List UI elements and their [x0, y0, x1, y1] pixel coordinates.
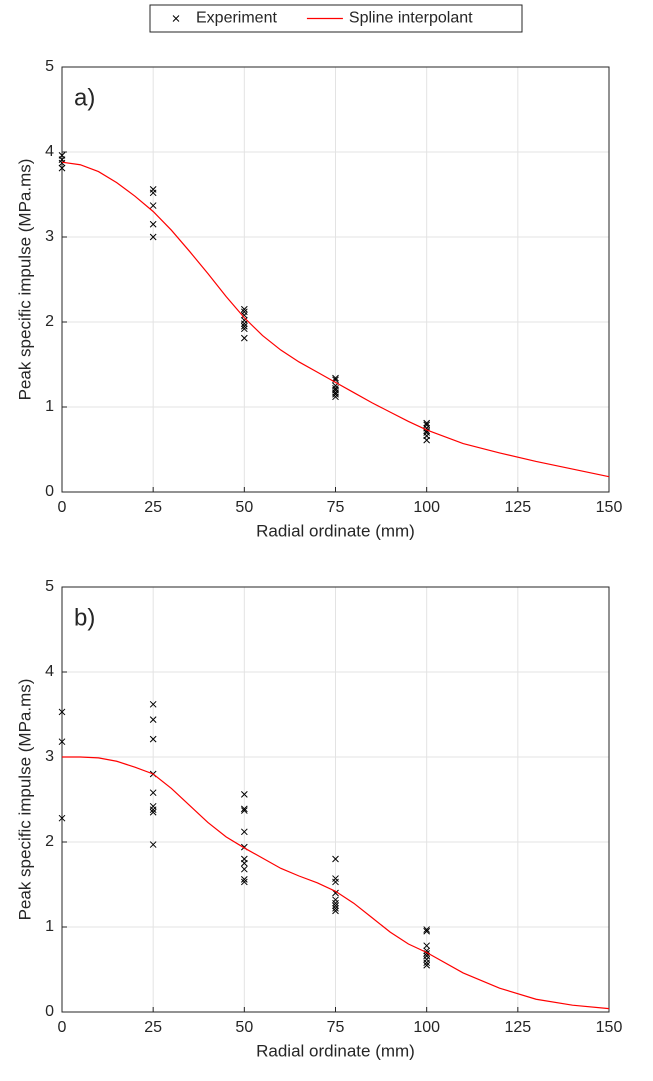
marker [149, 808, 157, 816]
marker [149, 700, 157, 708]
marker [240, 320, 248, 328]
x-tick-label: 25 [144, 499, 162, 516]
marker [332, 899, 339, 907]
marker [423, 959, 431, 967]
y-tick-label: 4 [45, 143, 54, 160]
x-tick-label: 125 [504, 499, 531, 516]
marker [58, 814, 66, 822]
marker [332, 902, 339, 910]
marker [332, 904, 339, 912]
marker [58, 159, 66, 167]
y-tick-label: 3 [45, 748, 54, 765]
y-tick-label: 0 [45, 1003, 54, 1020]
marker [240, 876, 248, 883]
x-tick-label: 0 [58, 499, 67, 516]
marker [240, 828, 248, 836]
marker [149, 233, 157, 241]
y-tick-label: 1 [45, 918, 54, 935]
marker [240, 865, 248, 873]
y-axis-label: Peak specific impulse (MPa.ms) [15, 159, 34, 401]
marker [332, 393, 339, 401]
marker [423, 942, 431, 950]
marker [240, 334, 248, 342]
x-tick-label: 100 [413, 1019, 440, 1036]
x-tick-label: 50 [235, 499, 253, 516]
panel-label: a) [74, 84, 95, 111]
y-tick-label: 0 [45, 483, 54, 500]
marker [149, 806, 157, 814]
marker [149, 202, 157, 209]
x-tick-label: 75 [327, 499, 345, 516]
x-tick-label: 0 [58, 1019, 67, 1036]
marker [149, 220, 157, 228]
marker [149, 189, 157, 197]
y-tick-label: 2 [45, 833, 54, 850]
marker [332, 878, 339, 886]
x-tick-label: 150 [596, 1019, 623, 1036]
x-axis-label: Radial ordinate (mm) [256, 521, 415, 540]
marker [149, 841, 157, 848]
marker [240, 325, 248, 333]
y-tick-label: 5 [45, 58, 54, 75]
x-tick-label: 75 [327, 1019, 345, 1036]
marker [423, 927, 431, 935]
legend: Experiment Spline interpolant [149, 4, 523, 33]
marker [149, 716, 157, 723]
marker [58, 708, 66, 716]
marker [332, 907, 339, 915]
y-tick-label: 4 [45, 663, 54, 680]
marker [240, 791, 248, 798]
marker [149, 735, 157, 743]
marker [423, 926, 431, 933]
marker [423, 947, 431, 955]
legend-marker [172, 15, 180, 22]
marker [240, 859, 248, 867]
plot-frame [61, 66, 610, 493]
x-tick-label: 125 [504, 1019, 531, 1036]
marker [240, 311, 248, 319]
y-axis-label: Peak specific impulse (MPa.ms) [15, 679, 34, 921]
marker [149, 789, 157, 797]
panel-label: b) [74, 604, 95, 631]
x-tick-label: 150 [596, 499, 623, 516]
x-tick-label: 50 [235, 1019, 253, 1036]
marker [58, 738, 66, 746]
marker [332, 374, 339, 382]
y-tick-label: 3 [45, 228, 54, 245]
x-axis-label: Radial ordinate (mm) [256, 1041, 415, 1060]
marker [423, 961, 431, 969]
marker [240, 305, 248, 313]
axes: 0 25 50 75 100 125 150 0 1 2 3 4 5 Radial ordinate (m… [15, 578, 622, 1060]
y-tick-label: 5 [45, 578, 54, 595]
y-tick-label: 2 [45, 313, 54, 330]
x-tick-label: 25 [144, 1019, 162, 1036]
spline-line [61, 161, 610, 478]
marker [240, 322, 248, 330]
marker [58, 164, 66, 172]
marker [332, 390, 339, 398]
axes: 0 25 50 75 100 125 150 0 1 2 3 4 5 Radial ordinate (m… [15, 58, 622, 540]
marker [240, 805, 248, 813]
marker [240, 807, 248, 814]
spline-line [62, 756, 610, 1010]
plot-frame [61, 586, 610, 1013]
marker [332, 855, 339, 863]
legend-label: Experiment [196, 10, 277, 27]
marker [423, 419, 431, 427]
x-tick-label: 100 [413, 499, 440, 516]
legend-label: Spline interpolant [349, 10, 473, 27]
marker [423, 436, 431, 444]
y-tick-label: 1 [45, 398, 54, 415]
marker [240, 878, 248, 886]
